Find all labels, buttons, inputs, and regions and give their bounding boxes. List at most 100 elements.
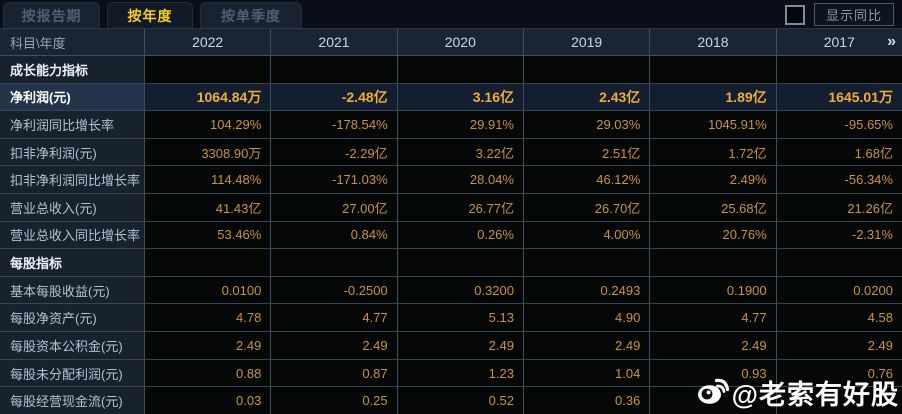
cell-value [145,56,272,83]
cell-value [523,249,651,276]
cell-value: 3.22亿 [397,138,524,166]
cell-value: 0.36 [523,387,651,414]
table-row-deducted-net-profit[interactable]: 扣非净利润(元) 3308.90万 -2.29亿 3.22亿 2.51亿 1.7… [0,138,902,167]
cell-value: -178.54% [271,111,398,138]
table-row-basic-eps[interactable]: 基本每股收益(元) 0.0100 -0.2500 0.3200 0.2493 0… [0,276,902,305]
cell-value [271,56,398,83]
table-row-total-revenue[interactable]: 营业总收入(元) 41.43亿 27.00亿 26.77亿 26.70亿 25.… [0,194,902,222]
cell-value [523,56,651,83]
header-year-2022: 2022 [145,29,272,55]
cell-value [776,387,902,414]
cell-value: 114.48% [145,166,272,194]
cell-value: 4.00% [523,221,651,249]
cell-value: 29.03% [523,111,651,138]
cell-value: 0.52 [397,387,524,414]
row-label: 营业总收入(元) [0,194,145,221]
row-label: 每股资本公积金(元) [0,332,145,359]
cell-value: 53.46% [145,221,272,249]
cell-value: 1.72亿 [650,138,777,166]
cell-value: 26.77亿 [397,194,524,221]
cell-value: 3308.90万 [145,138,272,166]
table-row-net-profit[interactable]: 净利润(元) 1064.84万 -2.48亿 3.16亿 2.43亿 1.89亿… [0,83,902,112]
header-year-2018: 2018 [650,29,777,55]
cell-value: 4.78 [145,304,272,332]
cell-value: 0.76 [776,359,902,387]
show-yoy-label[interactable]: 显示同比 [813,3,894,26]
table-row-deducted-net-profit-yoy[interactable]: 扣非净利润同比增长率 114.48% -171.03% 28.04% 46.12… [0,166,902,195]
cell-value: 2.49 [776,332,902,359]
section-label: 成长能力指标 [0,56,145,83]
cell-value: -0.2500 [271,276,398,304]
row-label: 扣非净利润同比增长率 [0,166,145,194]
cell-value: 4.90 [523,304,651,332]
cell-value: 0.0200 [776,276,902,304]
cell-value [776,249,902,276]
cell-value: -2.48亿 [271,83,398,111]
cell-value: 4.77 [650,304,777,332]
table-row-operating-cashflow-per-share[interactable]: 每股经营现金流(元) 0.03 0.25 0.52 0.36 [0,387,902,414]
cell-value [397,56,524,83]
cell-value: 0.1900 [650,276,777,304]
cell-value: 21.26亿 [776,194,902,221]
cell-value: 2.49% [650,166,777,194]
table-row-capital-reserve-per-share[interactable]: 每股资本公积金(元) 2.49 2.49 2.49 2.49 2.49 2.49 [0,332,902,360]
section-row-growth: 成长能力指标 [0,56,902,84]
row-label: 净利润同比增长率 [0,111,145,138]
table-row-net-assets-per-share[interactable]: 每股净资产(元) 4.78 4.77 5.13 4.90 4.77 4.58 [0,304,902,333]
table-row-undistributed-profit-per-share[interactable]: 每股未分配利润(元) 0.88 0.87 1.23 1.04 0.93 0.76 [0,359,902,388]
cell-value: 2.51亿 [523,138,651,166]
header-year-2017: 2017 » [777,29,902,55]
period-tabbar: 按报告期 按年度 按单季度 显示同比 [0,0,902,28]
more-years-icon[interactable]: » [887,33,896,50]
row-label: 基本每股收益(元) [0,276,145,304]
cell-value: 1064.84万 [145,83,272,111]
row-label: 每股经营现金流(元) [0,387,145,414]
cell-value: 2.49 [523,332,651,359]
cell-value: 0.3200 [397,276,524,304]
tab-by-quarter[interactable]: 按单季度 [200,2,302,28]
cell-value: 0.93 [650,359,777,387]
show-yoy-control: 显示同比 [784,3,894,26]
cell-value: 1.68亿 [776,138,902,166]
section-label: 每股指标 [0,249,145,276]
cell-value: 2.43亿 [523,83,651,111]
cell-value: 4.77 [271,304,398,332]
cell-value: 1.04 [523,359,651,387]
cell-value: 0.03 [145,387,272,414]
cell-value: 27.00亿 [271,194,398,221]
cell-value: 0.87 [271,359,398,387]
cell-value: 1045.91% [650,111,777,138]
cell-value: 0.26% [397,221,524,249]
cell-value: 4.58 [776,304,902,332]
cell-value: -171.03% [271,166,398,194]
cell-value [650,249,777,276]
cell-value: 2.49 [650,332,777,359]
cell-value: -2.29亿 [271,138,398,166]
cell-value: 5.13 [397,304,524,332]
cell-value: 1.89亿 [650,83,777,111]
tab-by-report-period[interactable]: 按报告期 [3,2,100,28]
cell-value: 3.16亿 [397,83,524,111]
tab-by-year[interactable]: 按年度 [107,2,193,28]
show-yoy-checkbox[interactable] [784,4,805,25]
table-row-net-profit-yoy[interactable]: 净利润同比增长率 104.29% -178.54% 29.91% 29.03% … [0,111,902,139]
header-year-2020: 2020 [398,29,524,55]
row-label: 每股未分配利润(元) [0,359,145,387]
cell-value: 0.2493 [523,276,651,304]
cell-value [271,249,398,276]
table-row-total-revenue-yoy[interactable]: 营业总收入同比增长率 53.46% 0.84% 0.26% 4.00% 20.7… [0,221,902,250]
cell-value: 0.88 [145,359,272,387]
cell-value [776,56,902,83]
cell-value: 20.76% [650,221,777,249]
cell-value: 1.23 [397,359,524,387]
cell-value: 41.43亿 [145,194,272,221]
cell-value: 0.0100 [145,276,272,304]
cell-value: 104.29% [145,111,272,138]
table-body: 成长能力指标 净利润(元) 1064.84万 -2.48亿 3.16亿 2.43… [0,56,902,414]
cell-value: 2.49 [397,332,524,359]
table-header-row: 科目\年度 2022 2021 2020 2019 2018 2017 » [0,28,902,56]
section-row-per-share: 每股指标 [0,249,902,277]
cell-value [650,387,777,414]
cell-value: 2.49 [271,332,398,359]
